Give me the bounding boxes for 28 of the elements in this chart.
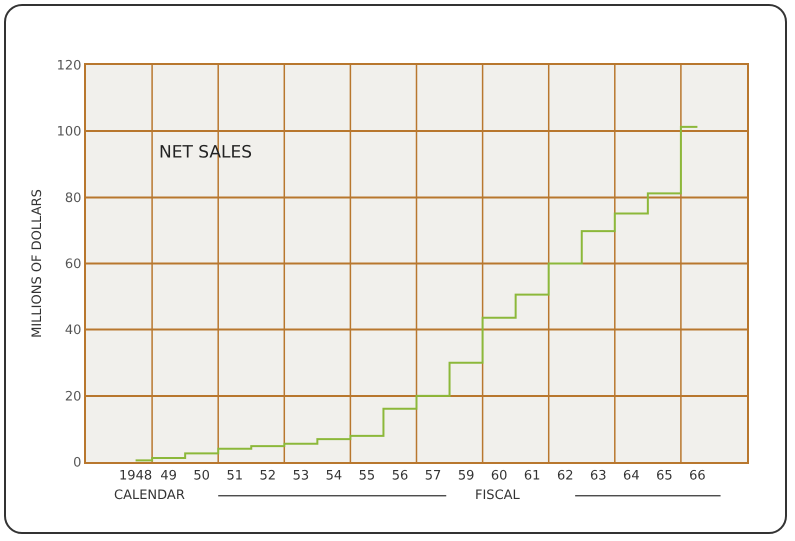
x-tick-label: 55 (358, 468, 376, 484)
x-tick-label: 56 (392, 468, 408, 484)
y-tick-label: 40 (64, 323, 82, 338)
x-tick-label: 62 (556, 468, 574, 484)
y-tick-label: 100 (56, 124, 82, 140)
x-tick-label: 66 (689, 468, 706, 484)
y-axis-title: MILLIONS OF DOLLARS (30, 189, 46, 338)
x-tick-label: 61 (524, 468, 540, 484)
y-tick-label: 80 (64, 190, 82, 206)
text: CALENDAR (114, 488, 185, 503)
x-tick-label: 50 (193, 468, 210, 484)
x-tick-label: 64 (623, 468, 640, 484)
y-tick-label: 60 (64, 257, 82, 272)
x-tick-label: 63 (590, 468, 607, 484)
x-tick-label: 1948 (119, 468, 152, 484)
y-tick-label: 20 (64, 389, 82, 404)
text: FISCAL (475, 488, 521, 503)
x-tick-label: 59 (458, 468, 474, 484)
x-tick-label: 57 (424, 468, 442, 484)
x-tick-label: 65 (656, 468, 673, 484)
y-tick-label: 120 (56, 58, 82, 74)
x-tick-label: 51 (226, 468, 244, 484)
x-tick-label: 54 (326, 468, 342, 484)
x-tick-label: 53 (292, 468, 310, 484)
x-tick-label: 52 (259, 468, 276, 484)
y-tick-label: 0 (73, 456, 82, 471)
x-tick-label: 60 (490, 468, 508, 484)
x-tick-label: 49 (160, 468, 177, 484)
